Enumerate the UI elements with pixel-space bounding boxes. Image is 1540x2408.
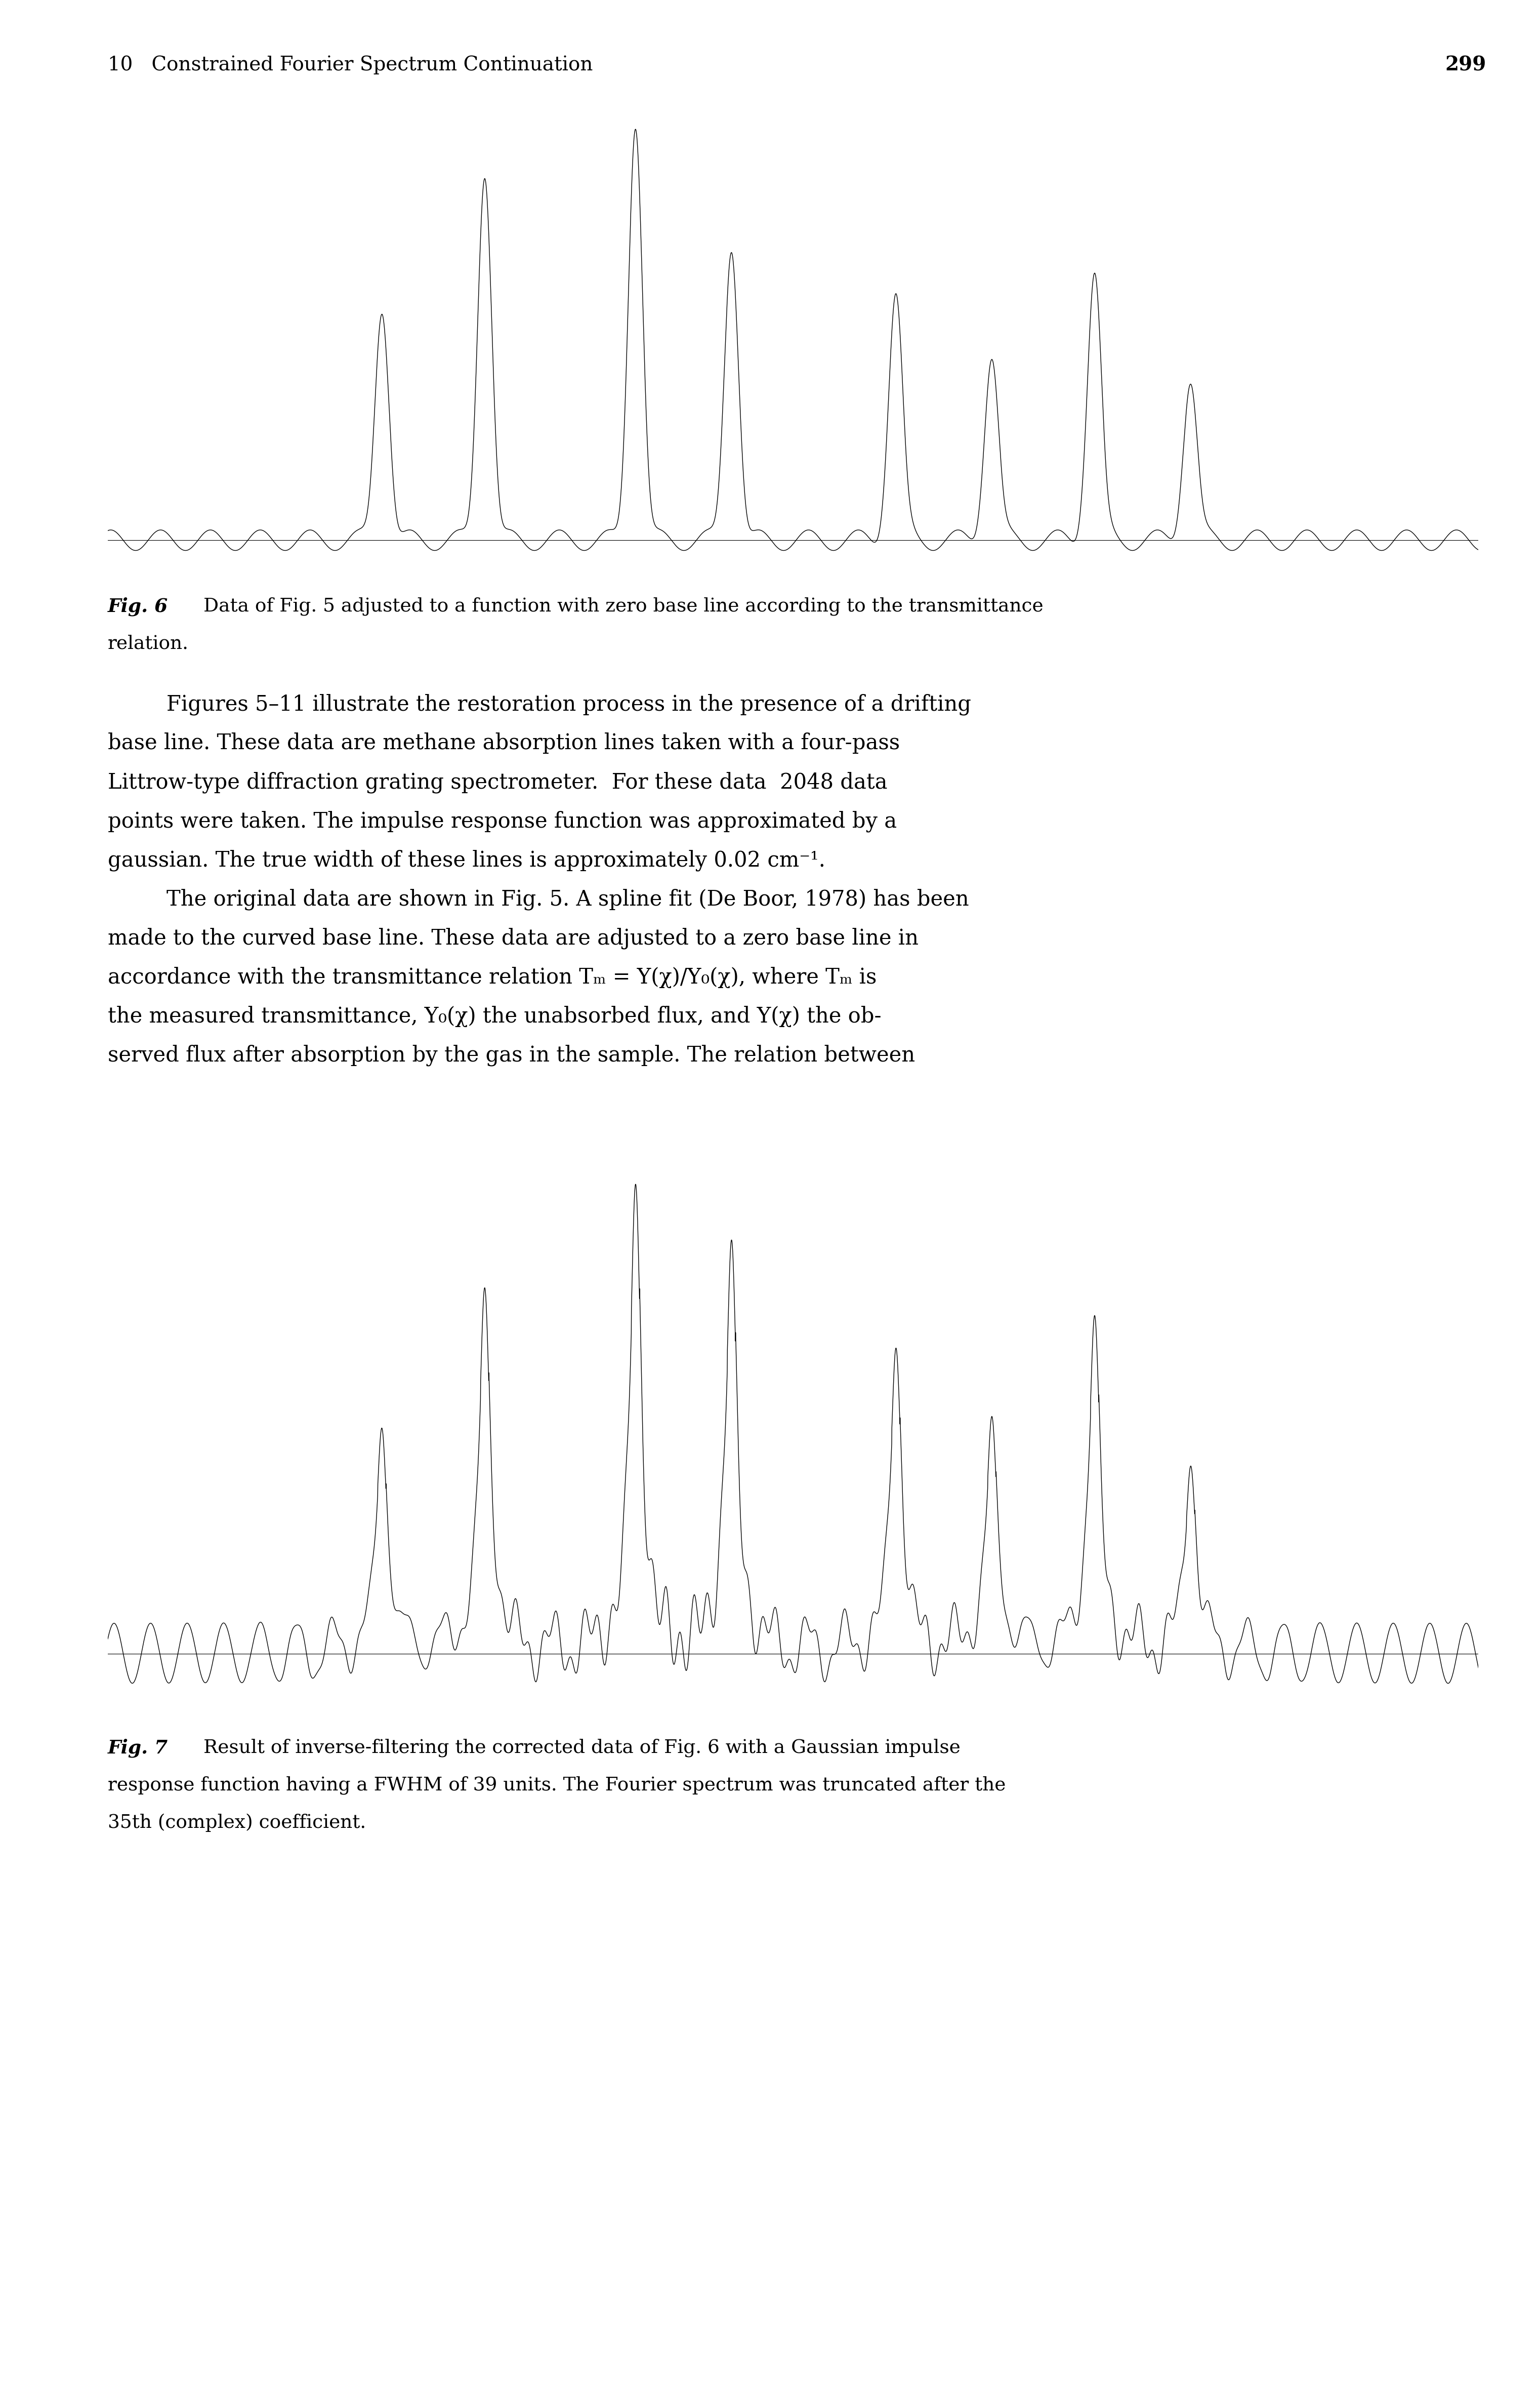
Text: points were taken. The impulse response function was approximated by a: points were taken. The impulse response … (108, 811, 896, 833)
Text: The original data are shown in Fig. 5. A spline fit (De Boor, 1978) has been: The original data are shown in Fig. 5. A… (166, 889, 969, 910)
Text: 10   Constrained Fourier Spectrum Continuation: 10 Constrained Fourier Spectrum Continua… (108, 55, 593, 75)
Text: 35th (complex) coefficient.: 35th (complex) coefficient. (108, 1813, 367, 1832)
Text: Figures 5–11 illustrate the restoration process in the presence of a drifting: Figures 5–11 illustrate the restoration … (166, 694, 972, 715)
Text: base line. These data are methane absorption lines taken with a four-pass: base line. These data are methane absorp… (108, 732, 899, 754)
Text: gaussian. The true width of these lines is approximately 0.02 cm⁻¹.: gaussian. The true width of these lines … (108, 850, 825, 872)
Text: Fig. 6: Fig. 6 (108, 597, 168, 616)
Text: Result of inverse-filtering the corrected data of Fig. 6 with a Gaussian impulse: Result of inverse-filtering the correcte… (203, 1739, 961, 1758)
Text: accordance with the transmittance relation Τₘ = Υ(χ)/Υ₀(χ), where Τₘ is: accordance with the transmittance relati… (108, 966, 876, 987)
Text: the measured transmittance, Υ₀(χ) the unabsorbed flux, and Υ(χ) the ob-: the measured transmittance, Υ₀(χ) the un… (108, 1007, 881, 1026)
Text: Data of Fig. 5 adjusted to a function with zero base line according to the trans: Data of Fig. 5 adjusted to a function wi… (203, 597, 1043, 616)
Text: relation.: relation. (108, 633, 189, 653)
Text: served flux after absorption by the gas in the sample. The relation between: served flux after absorption by the gas … (108, 1045, 915, 1067)
Text: Littrow-type diffraction grating spectrometer.  For these data  2048 data: Littrow-type diffraction grating spectro… (108, 771, 887, 792)
Text: Fig. 7: Fig. 7 (108, 1739, 168, 1758)
Text: response function having a FWHM of 39 units. The Fourier spectrum was truncated : response function having a FWHM of 39 un… (108, 1777, 1006, 1794)
Text: 299: 299 (1445, 55, 1486, 75)
Text: made to the curved base line. These data are adjusted to a zero base line in: made to the curved base line. These data… (108, 927, 918, 949)
